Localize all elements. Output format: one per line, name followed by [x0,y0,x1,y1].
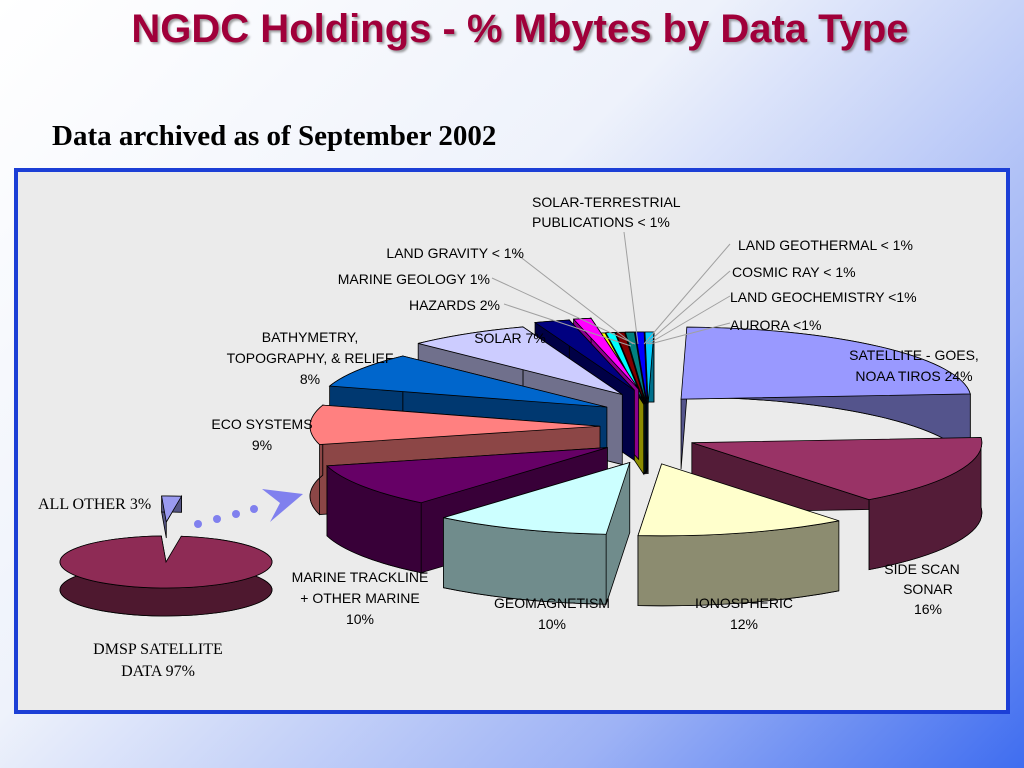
label-cosmic-ray: COSMIC RAY < 1% [732,264,856,280]
pie-slice-top [624,331,647,405]
label-ionospheric-1: IONOSPHERIC [695,595,793,611]
pie-slice-top [59,535,273,589]
pie-slice-side-scan-sonar [691,437,983,571]
label-marine-3: 10% [346,611,374,627]
pie-slice-top [309,404,601,445]
label-geomagnetism-2: 10% [538,616,566,632]
label-bathy-1: BATHYMETRY, [262,329,358,345]
label-marine-2: + OTHER MARINE [300,590,419,606]
pie-slice-all-other [161,494,183,539]
pie-slice-top [328,355,608,408]
leader-line [643,243,731,345]
arrow-dot [194,520,202,528]
label-land-gravity: LAND GRAVITY < 1% [386,245,524,261]
arrow-dot [250,505,258,513]
pie-slice-top [418,326,623,395]
pie-charts [59,316,983,617]
label-all-other: ALL OTHER 3% [38,496,151,513]
leader-line [503,303,632,347]
leader-line [623,231,639,345]
label-satellite-1: SATELLITE - GOES, [849,347,979,363]
leader-line [513,251,634,345]
pie-slice-ionospheric [637,463,840,607]
arrow-head [262,489,303,522]
pie-slice-dmsp-satellite-data [59,535,273,617]
dotted-arrow [194,489,303,528]
pie-slice-top [637,463,840,537]
label-land-geothermal: LAND GEOTHERMAL < 1% [738,237,913,253]
label-sidescan-1: SIDE SCAN [884,561,959,577]
label-marine-1: MARINE TRACKLINE [292,569,429,585]
pie-slice-top [443,461,631,535]
label-dmsp-1: DMSP SATELLITE [93,641,223,658]
leader-line [649,322,731,345]
pie-slice-marine-trackline-other-marine [326,447,608,574]
pie-slice-top [533,319,635,391]
leader-line [647,295,731,345]
label-hazards: HAZARDS 2% [409,297,500,313]
label-geomagnetism-1: GEOMAGNETISM [494,595,610,611]
chart-frame: ALL OTHER 3% DMSP SATELLITE DATA 97% SAT… [14,168,1010,714]
label-satellite-2: NOAA TIROS 24% [855,368,972,384]
label-solar: SOLAR 7% [474,330,546,346]
pie-slice-top [680,326,971,400]
slide-title: NGDC Holdings - % Mbytes by Data Type [131,7,909,51]
leader-line [645,270,731,345]
label-dmsp-2: DATA 97% [121,663,195,680]
label-solar-terr-2: PUBLICATIONS < 1% [532,214,670,230]
pie-slice-top [615,331,646,405]
label-marine-geology: MARINE GEOLOGY 1% [338,271,490,287]
label-bathy-2: TOPOGRAPHY, & RELIEF [227,350,394,366]
chart-svg: ALL OTHER 3% DMSP SATELLITE DATA 97% SAT… [38,194,983,680]
label-eco-1: ECO SYSTEMS [211,416,312,432]
label-solar-terr-1: SOLAR-TERRESTRIAL [532,194,681,210]
label-aurora: AURORA <1% [730,317,821,333]
label-land-geochem: LAND GEOCHEMISTRY <1% [730,289,917,305]
slide-subtitle: Data archived as of September 2002 [52,120,497,152]
leader-lines [491,231,731,347]
pie-slice-satellite-goes-noaa-tiros [680,326,971,470]
arrow-dot [232,510,240,518]
label-sidescan-2: SONAR [903,581,953,597]
pie-slice-top [161,495,183,524]
pie-slice-top [572,317,640,390]
pie-slice-top [691,437,983,501]
label-ionospheric-2: 12% [730,616,758,632]
label-bathy-3: 8% [300,371,320,387]
label-eco-2: 9% [252,437,272,453]
leader-line [491,277,636,345]
arrow-dot [213,515,221,523]
label-sidescan-3: 16% [914,601,942,617]
pie-slice-top [326,447,608,504]
pie-slice-geomagnetism [443,461,631,605]
pie-slice-top [634,331,648,405]
